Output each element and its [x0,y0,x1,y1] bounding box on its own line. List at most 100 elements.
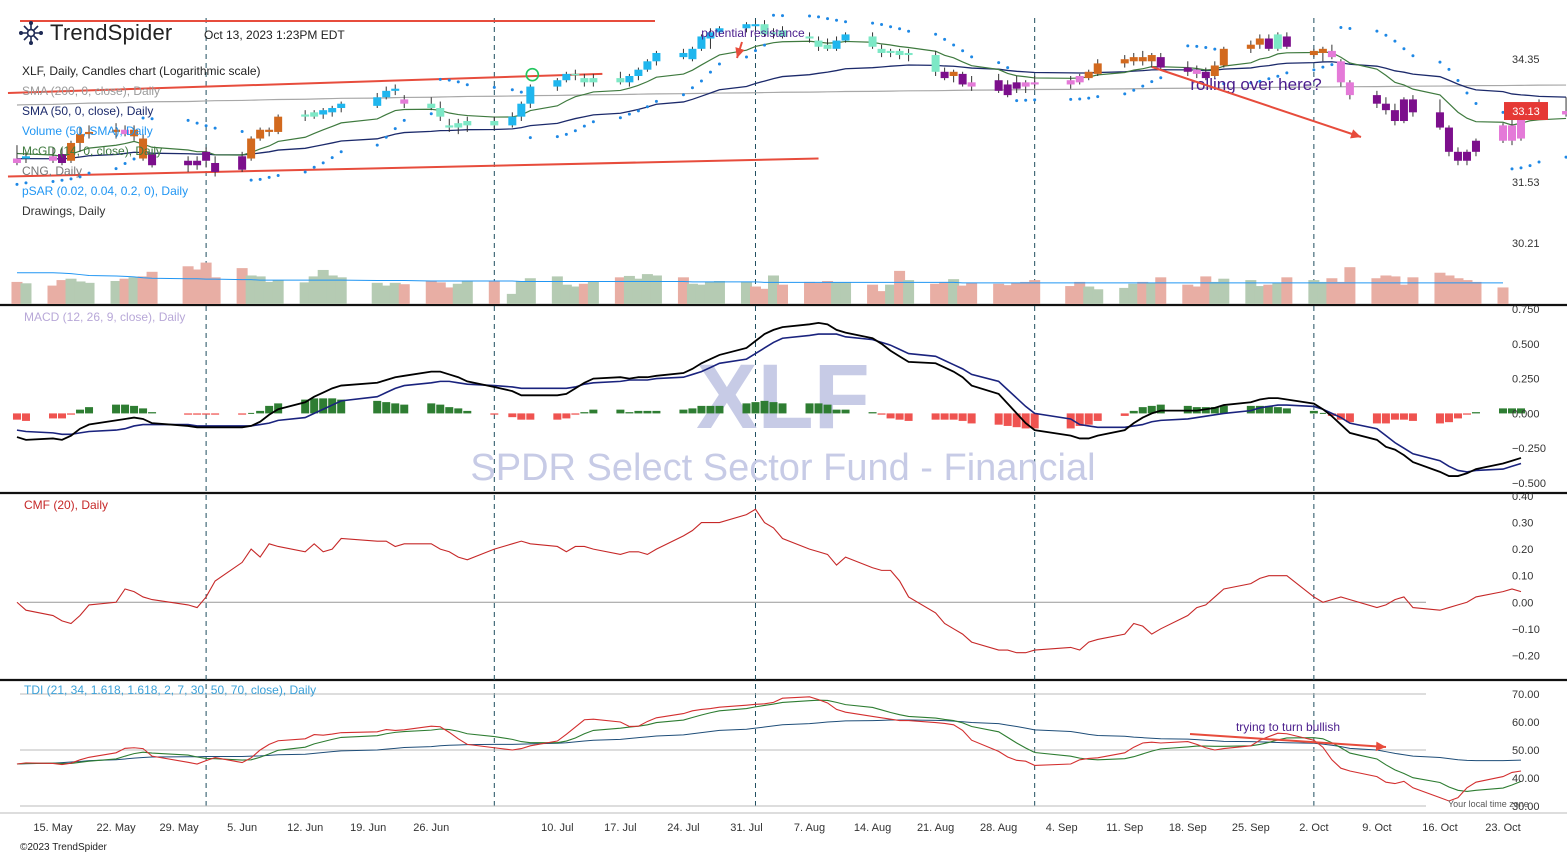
grid-layer [0,18,1567,814]
volume-bar [380,285,392,304]
macd-histogram-bar [1408,413,1417,421]
time-axis-tick: 23. Oct [1485,822,1520,834]
macd-histogram-bar [1156,404,1165,414]
psar-dot [15,182,19,186]
macd-histogram-bar [1444,413,1453,423]
time-axis-tick: 24. Jul [667,822,699,834]
candle-body [751,24,760,27]
annotation-arrow-rolling [1151,66,1362,138]
macd-histogram-bar [904,413,913,421]
volume-bar [1137,281,1149,304]
psar-dot [1006,66,1010,70]
psar-dot [835,18,839,22]
psar-dot [1141,84,1145,88]
volume-bar [137,276,149,304]
legend-item-drawings[interactable]: Drawings, Daily [22,204,106,218]
volume-bar [1083,286,1095,304]
psar-dot [456,80,460,84]
last-price-label: 33.13 [1512,106,1540,118]
legend-item-cng[interactable]: CNG, Daily [22,164,83,178]
candle-body [895,50,904,56]
brand-logo[interactable]: TrendSpider [18,20,172,46]
legend-item-sma200[interactable]: SMA (200, 0, close), Daily [22,84,161,98]
macd-histogram-bar [823,404,832,414]
psar-dot [907,29,911,33]
psar-dot [213,126,217,130]
candle-body [706,32,715,39]
volume-bar [335,277,347,304]
psar-dot [564,132,568,136]
psar-dot [312,165,316,169]
legend-item-sma50[interactable]: SMA (50, 0, close), Daily [22,104,154,118]
macd-histogram-bar [1517,408,1526,414]
cmf-title: CMF (20), Daily [24,498,108,512]
time-axis-tick: 14. Aug [854,822,891,834]
volume-bar [1407,277,1419,304]
psar-dot [150,117,154,121]
macd-histogram-bar [1093,413,1102,421]
volume-bar [191,269,203,304]
macd-histogram-bar [1219,405,1228,414]
macd-histogram-bar [1147,405,1156,414]
tdi-axis-tick: 40.00 [1512,773,1540,785]
macd-histogram-bar [67,413,76,415]
cmf-panel: CMF (20), Daily [16,498,1522,654]
candle-body [1255,38,1264,45]
cmf-axis-tick: 0.30 [1512,518,1533,530]
legend-item-mcgd[interactable]: McGD (14, 0, close), Daily [22,144,163,158]
watermark-symbol: XLF [696,346,870,448]
volume-bar [1254,286,1266,304]
volume-bar [758,288,770,304]
psar-dot [447,78,451,82]
candle-body [616,78,625,83]
psar-dot [429,112,433,116]
macd-histogram-bar [760,400,769,414]
macd-histogram-bar [112,404,121,414]
legend-item-volume[interactable]: Volume (50, SMA), Daily [22,124,153,138]
volume-sma-line [16,272,1503,284]
macd-histogram-bar [1120,413,1129,416]
annotation-arrow-rolling-head [1350,129,1361,139]
brand-name: TrendSpider [50,20,173,45]
candle-body [1336,61,1345,83]
legend-item-psar[interactable]: pSAR (0.02, 0.04, 0.2, 0), Daily [22,184,189,198]
psar-dot [1465,91,1469,95]
candle-body [1273,34,1282,49]
psar-dot [114,167,118,171]
candle-body [49,156,57,161]
candle-body [310,112,319,117]
psar-dot [69,177,73,181]
price-axis-tick: 31.53 [1512,177,1540,189]
macd-histogram-bar [238,413,247,415]
local-time-label: Your local time zone [1448,799,1529,809]
candle-body [1201,71,1210,79]
signal-circle-marker [525,67,540,82]
cmf-axis-tick: 0.40 [1512,491,1533,503]
candle-body [85,131,94,135]
candle-body [958,73,967,85]
macd-histogram-bar [49,413,57,419]
psar-dot [1267,77,1271,81]
volume-bar [65,278,77,304]
macd-histogram-bar [445,407,454,414]
psar-dot [1276,74,1280,78]
psar-dot [1096,95,1100,99]
candle-body [1309,50,1318,56]
psar-dot [123,162,127,166]
candle-body [760,24,769,35]
macd-histogram-bar [85,407,94,414]
volume-bar [569,286,581,304]
volume-bar [957,285,969,304]
volume-bar [813,282,825,304]
psar-dot [1078,97,1082,101]
trendspider-logo-icon [19,21,43,45]
macd-histogram-bar [877,413,886,415]
time-axis-tick: 15. May [33,822,73,834]
symbol-line: XLF, Daily, Candles chart (Logarithmic s… [22,64,261,78]
volume-bar [1281,277,1293,304]
volume-bar [1209,281,1221,304]
psar-dot [1402,47,1406,51]
lower-trendline [7,157,819,178]
time-axis-tick: 19. Jun [350,822,386,834]
